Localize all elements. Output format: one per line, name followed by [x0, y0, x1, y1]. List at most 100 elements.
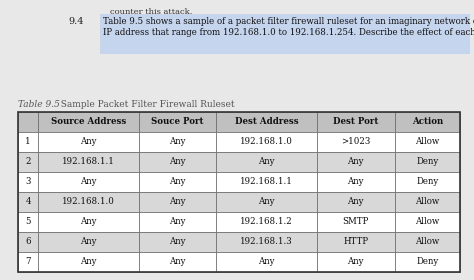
Text: Sample Packet Filter Firewall Ruleset: Sample Packet Filter Firewall Ruleset — [55, 100, 235, 109]
Text: 4: 4 — [25, 197, 31, 207]
Text: 192.168.1.0: 192.168.1.0 — [240, 137, 293, 146]
Bar — [217, 132, 317, 152]
Bar — [38, 192, 138, 212]
Bar — [138, 192, 217, 212]
Text: Allow: Allow — [415, 218, 439, 227]
Text: Any: Any — [169, 157, 186, 167]
Text: Any: Any — [169, 178, 186, 186]
Text: 3: 3 — [25, 178, 31, 186]
Text: Any: Any — [258, 197, 275, 207]
Bar — [317, 172, 395, 192]
Text: Dest Address: Dest Address — [235, 118, 299, 127]
Bar — [138, 232, 217, 252]
Text: Action: Action — [412, 118, 443, 127]
Text: Any: Any — [80, 178, 97, 186]
Text: Allow: Allow — [415, 137, 439, 146]
Bar — [38, 112, 138, 132]
Bar — [317, 252, 395, 272]
Bar — [395, 232, 460, 252]
Text: Deny: Deny — [416, 258, 438, 267]
Text: 7: 7 — [25, 258, 31, 267]
Text: Any: Any — [258, 258, 275, 267]
Bar — [317, 192, 395, 212]
Bar — [18, 112, 460, 272]
Bar — [395, 132, 460, 152]
Bar — [18, 172, 38, 192]
Text: Any: Any — [80, 237, 97, 246]
Bar — [138, 132, 217, 152]
Text: 192.168.1.1: 192.168.1.1 — [240, 178, 293, 186]
Bar — [217, 252, 317, 272]
Text: Any: Any — [80, 137, 97, 146]
Bar — [138, 252, 217, 272]
Text: 6: 6 — [25, 237, 31, 246]
Bar — [395, 112, 460, 132]
Bar — [18, 252, 38, 272]
Text: SMTP: SMTP — [343, 218, 369, 227]
Text: 5: 5 — [25, 218, 31, 227]
Text: Souce Port: Souce Port — [151, 118, 204, 127]
FancyBboxPatch shape — [100, 14, 470, 54]
Text: Any: Any — [347, 178, 364, 186]
Bar — [395, 212, 460, 232]
Text: Source Address: Source Address — [51, 118, 126, 127]
Bar — [395, 192, 460, 212]
Text: Allow: Allow — [415, 197, 439, 207]
Text: IP address that range from 192.168.1.0 to 192.168.1.254. Describe the effect of : IP address that range from 192.168.1.0 t… — [103, 28, 474, 37]
Text: Allow: Allow — [415, 237, 439, 246]
Text: 1: 1 — [25, 137, 31, 146]
Bar — [38, 132, 138, 152]
Bar — [395, 252, 460, 272]
Bar — [38, 212, 138, 232]
Bar — [217, 192, 317, 212]
Bar — [18, 212, 38, 232]
Bar — [217, 112, 317, 132]
Text: Deny: Deny — [416, 157, 438, 167]
Text: Any: Any — [169, 197, 186, 207]
Bar — [18, 152, 38, 172]
Bar — [138, 152, 217, 172]
Bar — [18, 112, 38, 132]
Text: 192.168.1.2: 192.168.1.2 — [240, 218, 293, 227]
Text: Any: Any — [347, 157, 364, 167]
Text: Any: Any — [80, 258, 97, 267]
Bar — [217, 212, 317, 232]
Text: Any: Any — [80, 218, 97, 227]
Bar — [18, 192, 38, 212]
Bar — [317, 212, 395, 232]
Bar — [395, 172, 460, 192]
Text: counter this attack.: counter this attack. — [110, 8, 192, 16]
Bar — [18, 232, 38, 252]
Bar — [317, 152, 395, 172]
Text: Any: Any — [169, 218, 186, 227]
Bar — [38, 232, 138, 252]
Text: Any: Any — [169, 137, 186, 146]
Bar — [317, 132, 395, 152]
Bar — [217, 232, 317, 252]
Bar — [217, 152, 317, 172]
Bar — [138, 172, 217, 192]
Bar — [317, 112, 395, 132]
Text: 192.168.1.1: 192.168.1.1 — [62, 157, 115, 167]
Bar — [317, 232, 395, 252]
Bar — [138, 212, 217, 232]
Text: 9.4: 9.4 — [68, 17, 83, 26]
Bar — [138, 112, 217, 132]
Text: Any: Any — [347, 258, 364, 267]
Text: 192.168.1.3: 192.168.1.3 — [240, 237, 293, 246]
Bar — [395, 152, 460, 172]
Text: Table 9.5: Table 9.5 — [18, 100, 60, 109]
Text: Any: Any — [169, 237, 186, 246]
Text: Deny: Deny — [416, 178, 438, 186]
Text: Any: Any — [258, 157, 275, 167]
Bar — [38, 172, 138, 192]
Text: 2: 2 — [25, 157, 31, 167]
Text: Dest Port: Dest Port — [333, 118, 378, 127]
Bar — [38, 252, 138, 272]
Bar — [217, 172, 317, 192]
Text: Any: Any — [169, 258, 186, 267]
Text: >1023: >1023 — [341, 137, 370, 146]
Text: HTTP: HTTP — [343, 237, 368, 246]
Text: Table 9.5 shows a sample of a packet filter firewall ruleset for an imaginary ne: Table 9.5 shows a sample of a packet fil… — [103, 17, 474, 26]
Text: 192.168.1.0: 192.168.1.0 — [62, 197, 115, 207]
